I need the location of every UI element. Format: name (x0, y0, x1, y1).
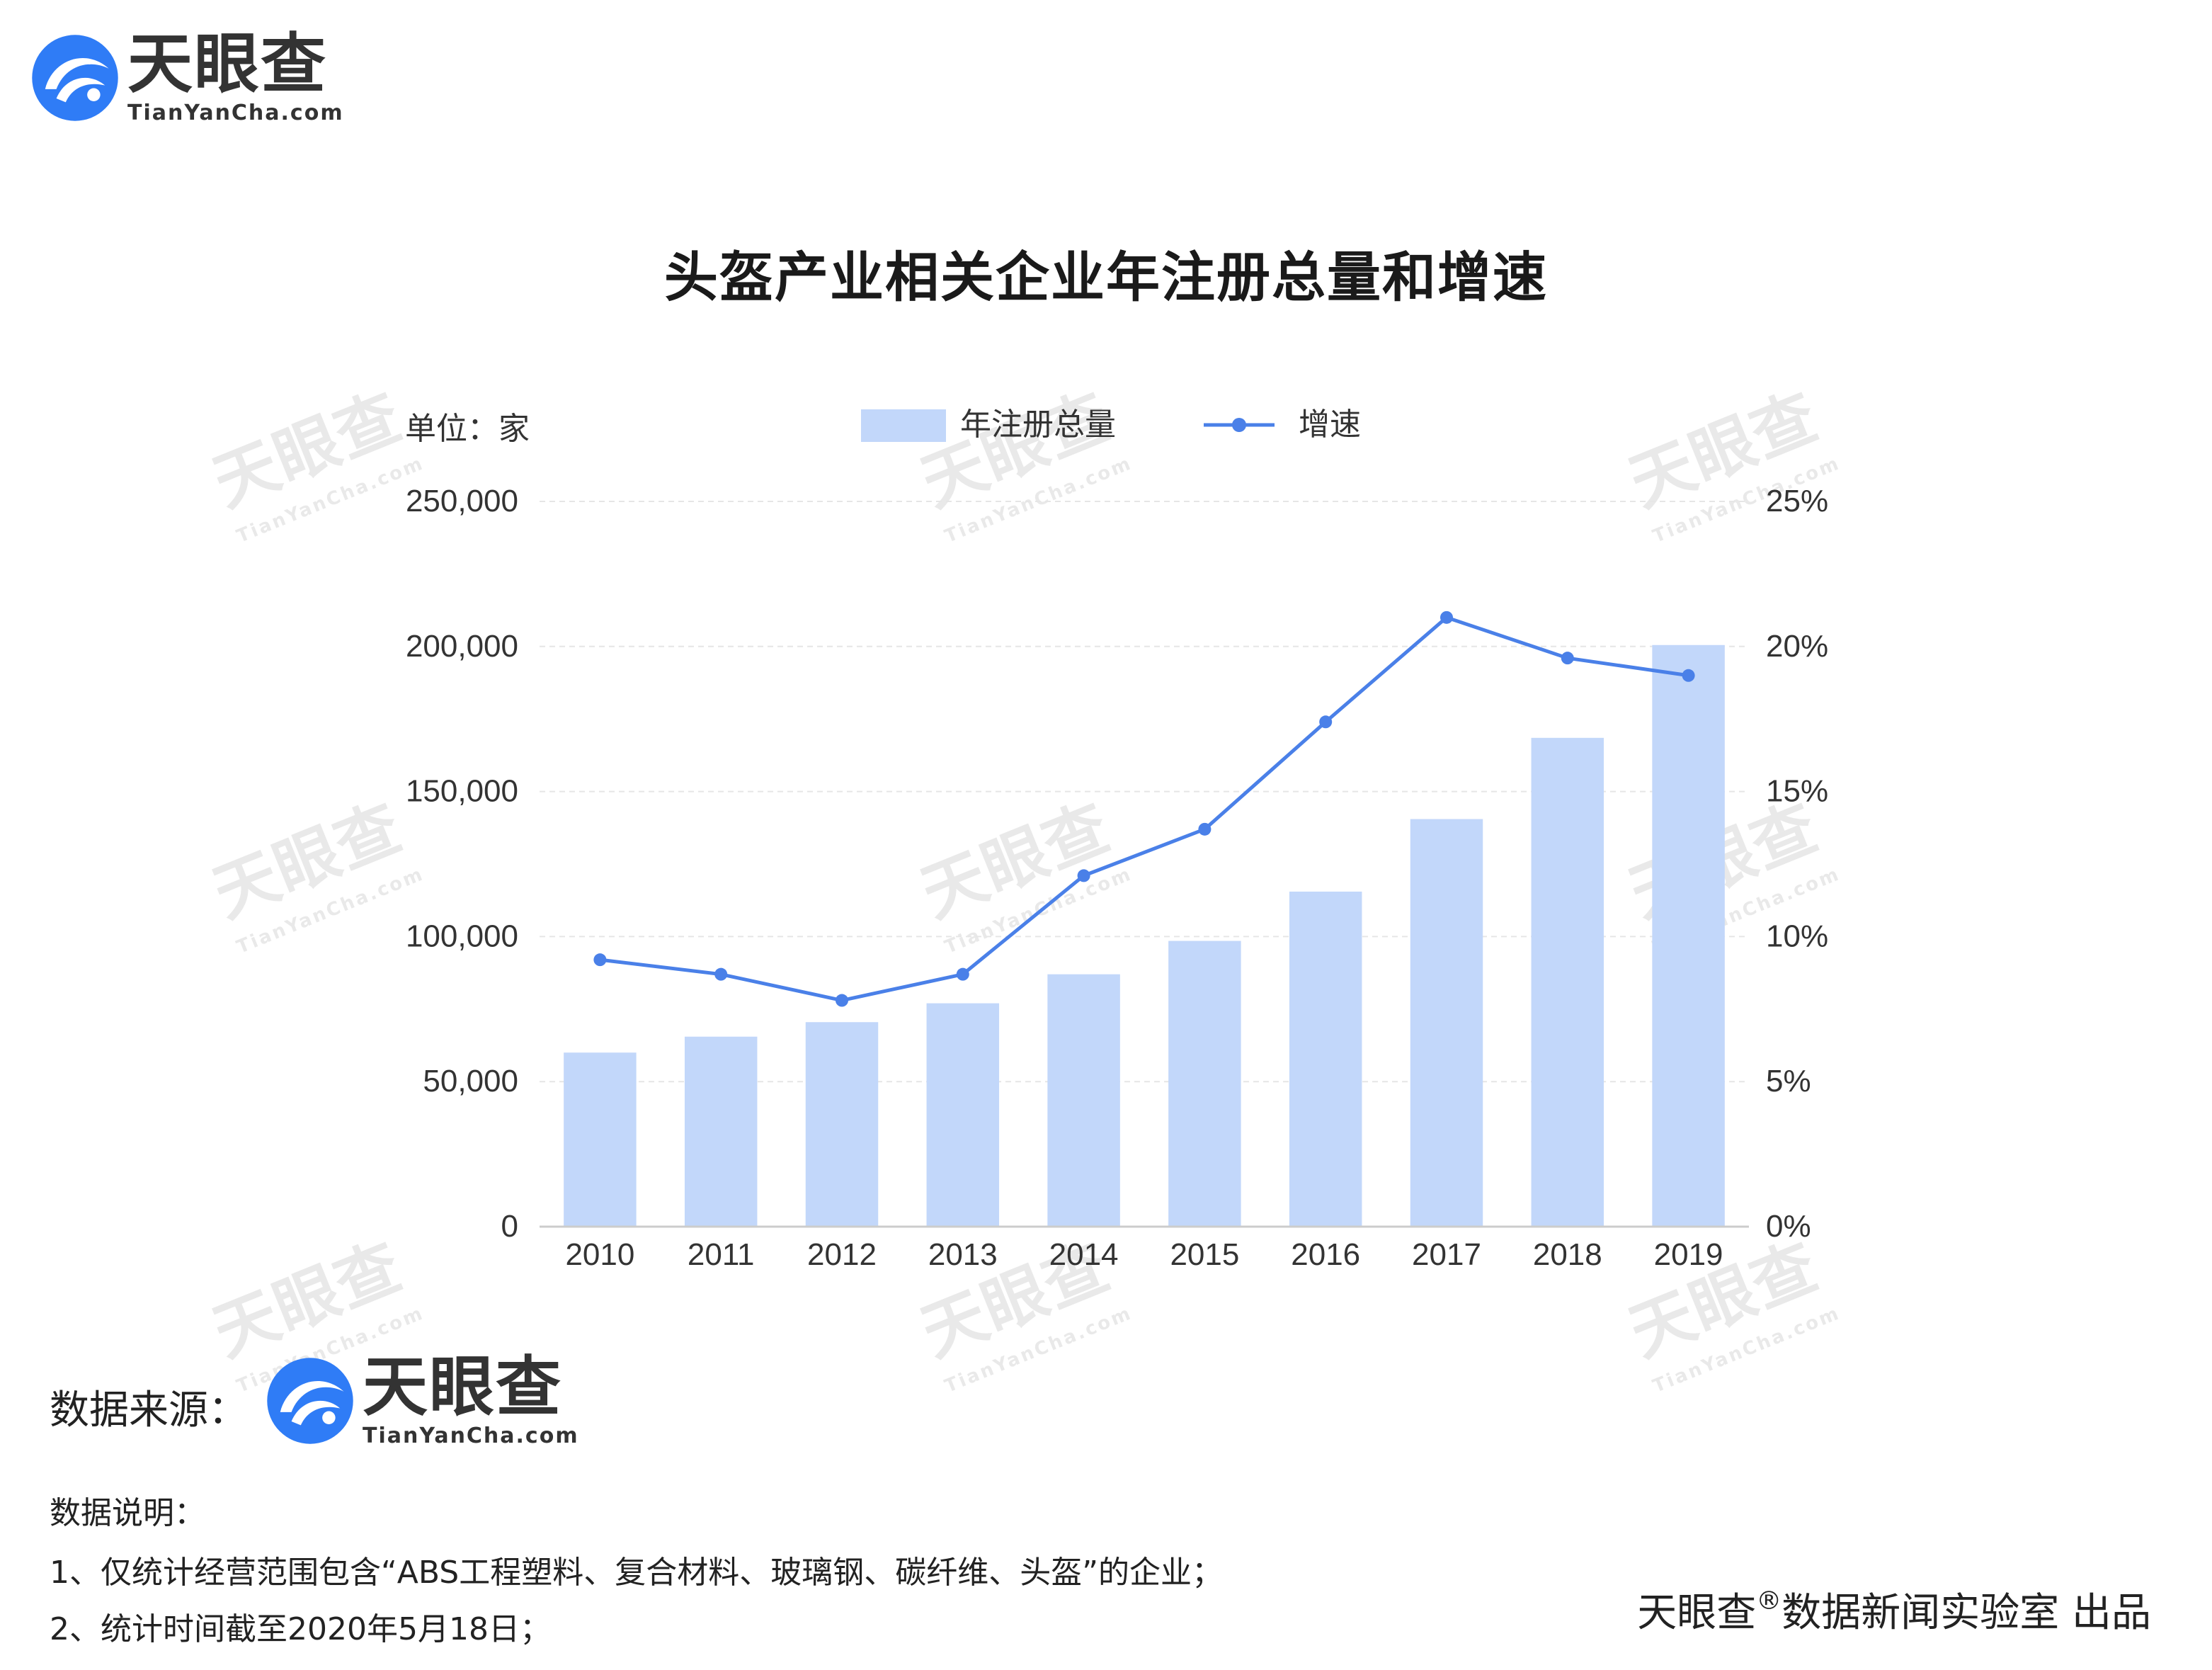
x-tick-label: 2018 (1533, 1237, 1602, 1272)
y-right-tick-label: 10% (1766, 919, 1828, 953)
note-item: 2、统计时间截至2020年5月18日； (50, 1611, 551, 1647)
brand-logo: 天眼查 TianYanCha.com (28, 31, 344, 125)
unit-label: 单位：家 (405, 411, 530, 447)
credit-text: 数据新闻实验室 出品 (1781, 1590, 2151, 1636)
legend-marker-line (1232, 418, 1246, 432)
bar (1047, 974, 1120, 1227)
growth-point (836, 994, 848, 1007)
x-tick-label: 2014 (1049, 1237, 1119, 1272)
legend-label-bar: 年注册总量 (960, 407, 1116, 443)
y-left-tick-label: 200,000 (406, 629, 518, 664)
y-left-tick-label: 50,000 (423, 1064, 518, 1098)
bar (1289, 891, 1362, 1227)
bar (564, 1052, 637, 1227)
chart: 0 50,000 100,000 150,000 200,000 250,000 0% 5% 1… (405, 407, 1828, 1272)
brand-domain: TianYanCha.com (127, 101, 344, 125)
bar (926, 1003, 1000, 1227)
notes-title: 数据说明： (50, 1495, 205, 1531)
y-left-tick-label: 150,000 (406, 774, 518, 809)
bar (1168, 941, 1241, 1227)
brand-name: 天眼查 (127, 26, 328, 102)
x-tick-label: 2015 (1170, 1237, 1239, 1272)
brand-domain: TianYanCha.com (363, 1424, 579, 1448)
growth-point (1319, 715, 1333, 729)
y-right-tick-label: 20% (1766, 629, 1828, 664)
growth-point (1561, 652, 1574, 665)
bar (805, 1022, 879, 1227)
y-right-tick-label: 0% (1766, 1209, 1811, 1244)
growth-point (593, 953, 607, 967)
credit: 天眼查®数据新闻实验室 出品 (1637, 1581, 2151, 1638)
eye-logo-icon (32, 35, 118, 121)
x-tick-label: 2013 (928, 1237, 998, 1272)
growth-point (1440, 610, 1453, 624)
eye-logo-icon (267, 1358, 353, 1444)
credit-brand: 天眼查 (1637, 1590, 1757, 1636)
x-tick-label: 2016 (1291, 1237, 1360, 1272)
x-tick-label: 2010 (565, 1237, 634, 1272)
growth-line (600, 615, 1689, 1003)
registered-mark: ® (1756, 1586, 1782, 1615)
x-tick-label: 2012 (807, 1237, 877, 1272)
legend-label-line: 增速 (1299, 407, 1361, 443)
x-tick-label: 2019 (1654, 1237, 1723, 1272)
source-logo: 天眼查 TianYanCha.com (263, 1354, 579, 1448)
y-left-tick-label: 0 (501, 1209, 518, 1244)
growth-point (714, 967, 728, 981)
bar (684, 1036, 758, 1227)
note-item: 1、仅统计经营范围包含“ABS工程塑料、复合材料、玻璃钢、碳纤维、头盔”的企业； (50, 1555, 1224, 1591)
growth-point (1198, 822, 1212, 836)
legend-swatch-bar (861, 409, 946, 442)
growth-point (956, 967, 969, 981)
growth-point (1077, 869, 1090, 882)
bar (1652, 644, 1725, 1227)
bar (1531, 737, 1604, 1227)
x-tick-label: 2017 (1412, 1237, 1481, 1272)
y-left-tick-label: 250,000 (406, 484, 518, 518)
y-right-tick-label: 25% (1766, 484, 1828, 518)
brand-name: 天眼查 (363, 1349, 563, 1425)
x-tick-label: 2011 (688, 1237, 755, 1272)
y-right-tick-label: 5% (1766, 1064, 1811, 1098)
y-left-tick-label: 100,000 (406, 919, 518, 953)
source-label: 数据来源： (50, 1387, 248, 1433)
chart-title: 头盔产业相关企业年注册总量和增速 (664, 246, 1548, 309)
y-right-tick-label: 15% (1766, 774, 1828, 809)
bar (1410, 819, 1483, 1227)
growth-point (1682, 669, 1695, 682)
